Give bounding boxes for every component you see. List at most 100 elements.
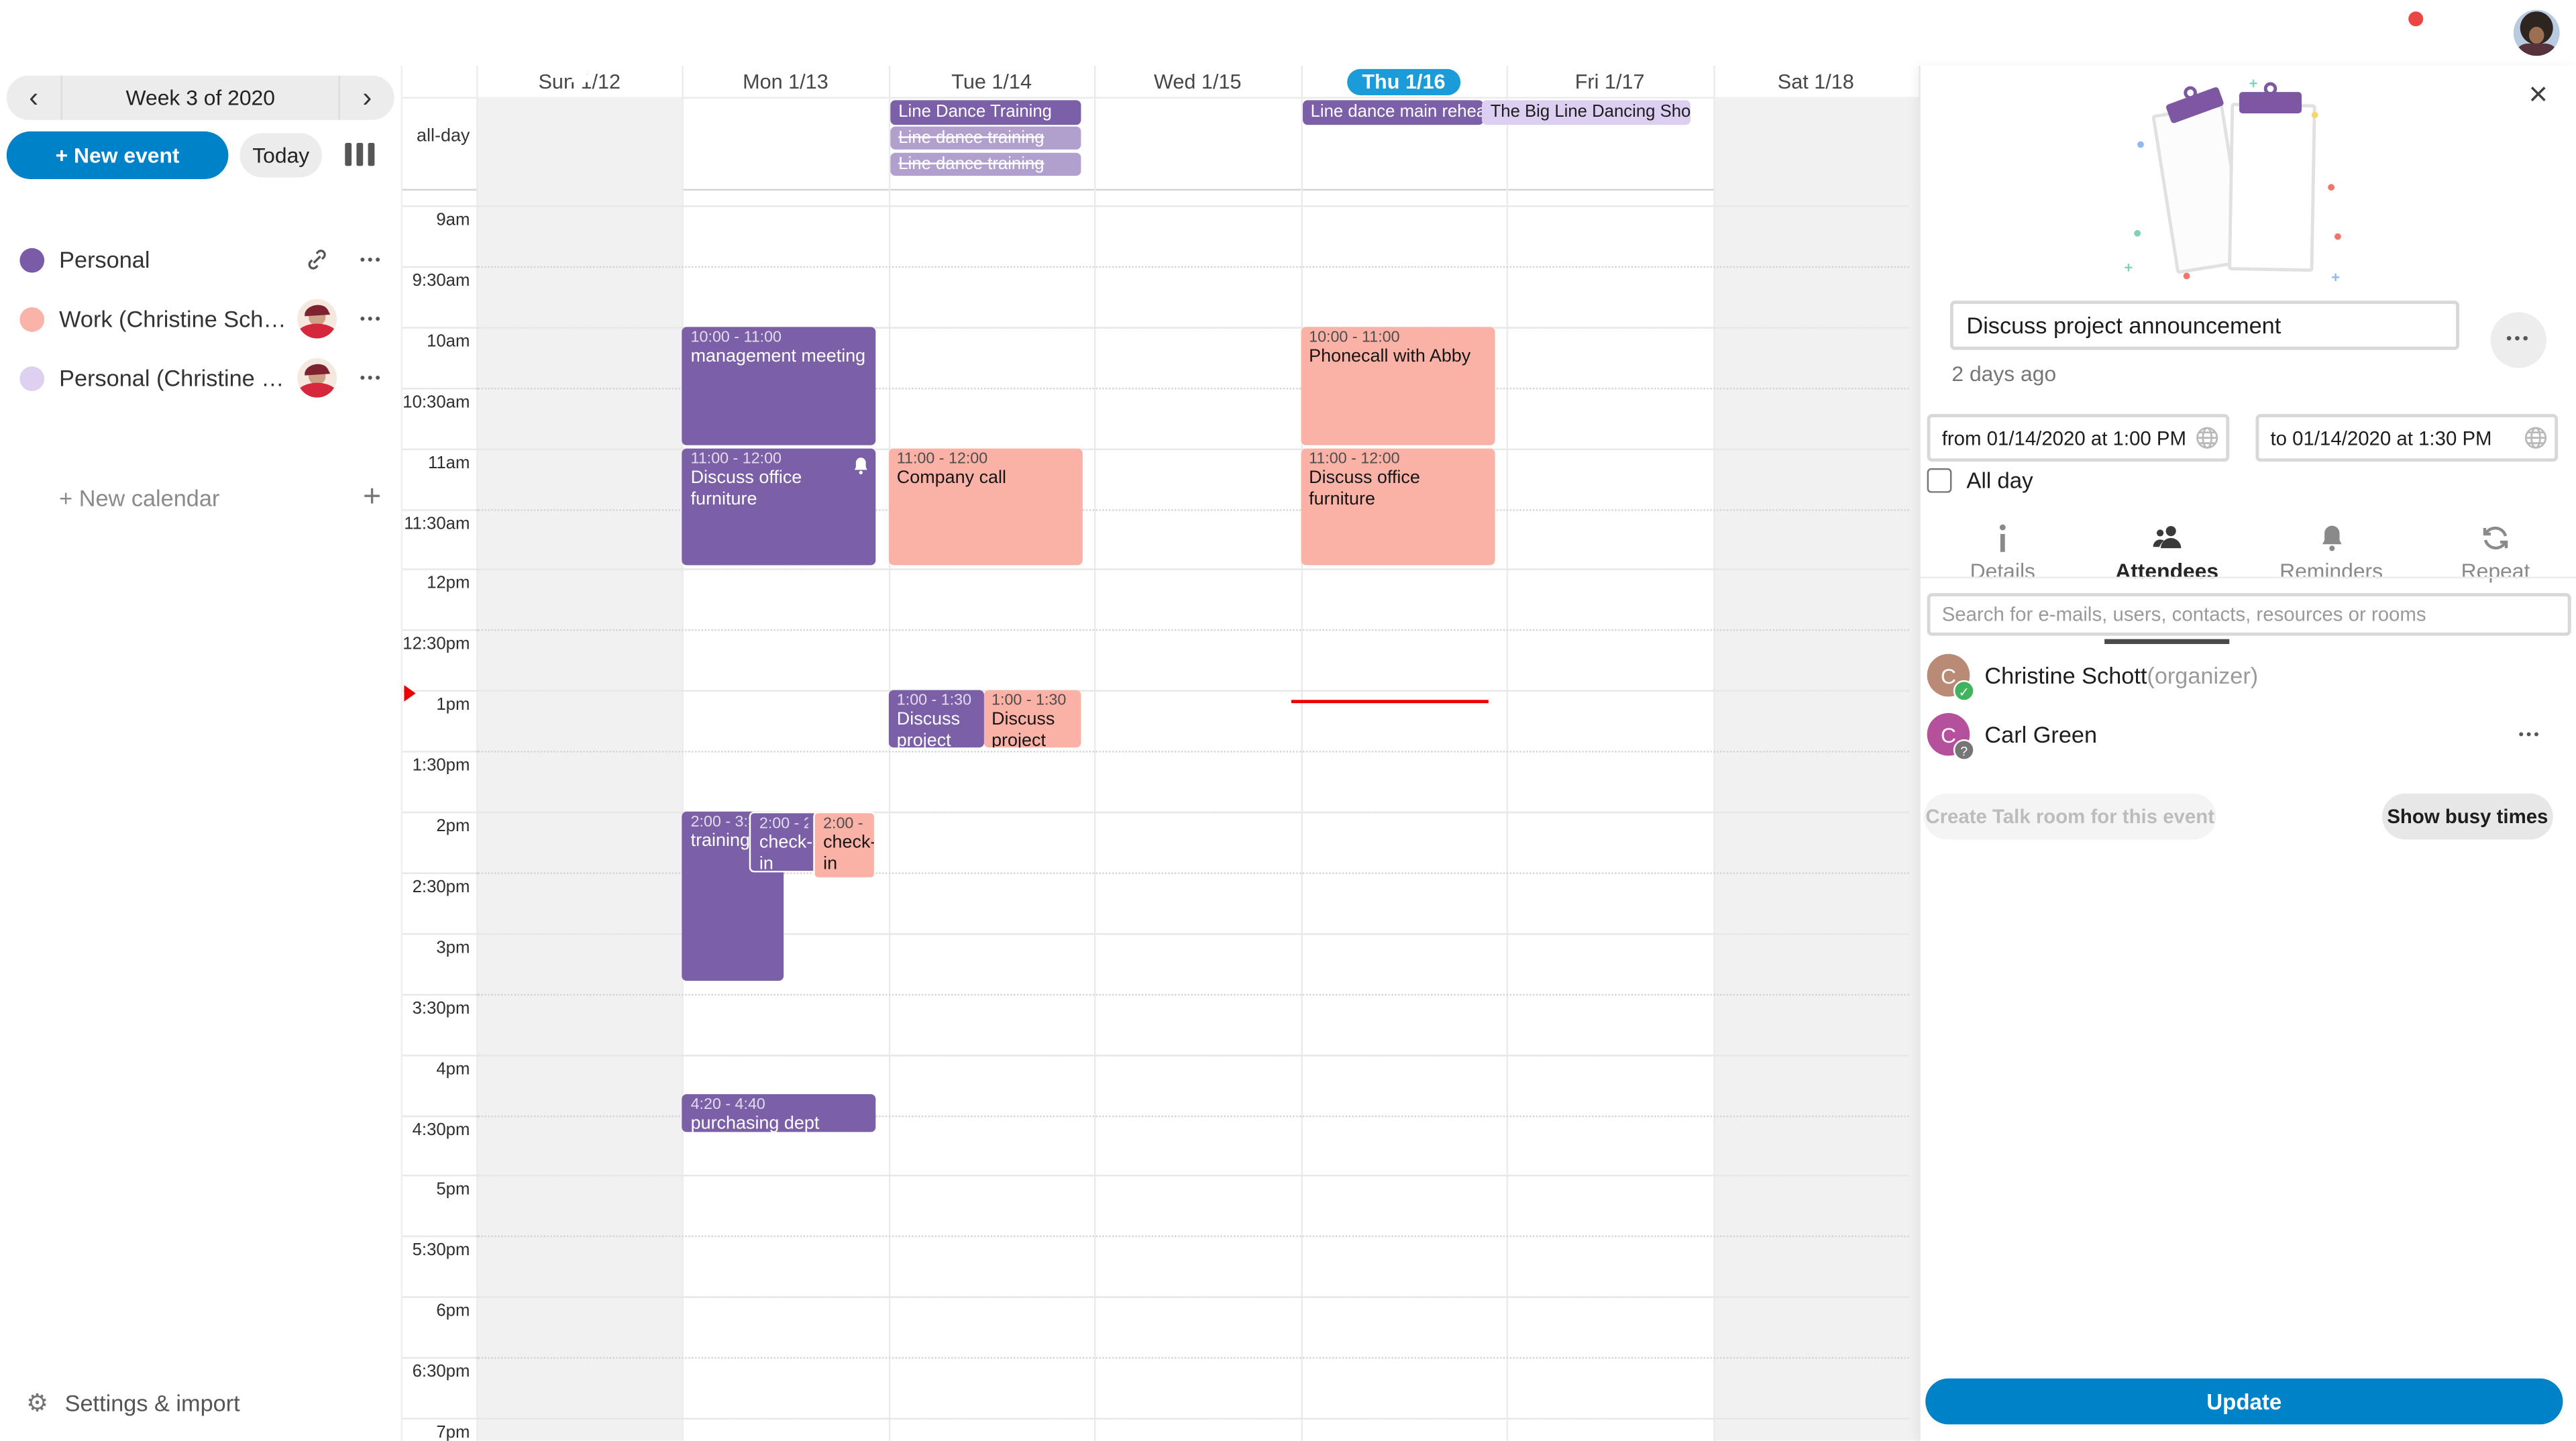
sidebar-calendar-item[interactable]: Work (Christine Schott) ••• <box>0 289 402 348</box>
event-card[interactable]: 11:00 - 12:00 Company call <box>888 447 1083 566</box>
day-header-fri[interactable]: Fri 1/17 <box>1507 66 1713 97</box>
event-card[interactable]: 10:00 - 11:00 management meeting <box>682 326 877 445</box>
end-datetime-input[interactable] <box>2255 414 2559 462</box>
close-icon[interactable]: × <box>2528 77 2548 113</box>
tab-label: Reminders <box>2279 558 2383 584</box>
day-header-tue[interactable]: Tue 1/14 <box>889 66 1095 97</box>
day-header-thu[interactable]: Thu 1/16 <box>1301 66 1507 97</box>
settings-import-button[interactable]: ⚙ Settings & import <box>0 1379 402 1428</box>
slot-line <box>476 387 1909 389</box>
tab-repeat[interactable]: Repeat <box>2414 513 2576 644</box>
calendar-actions-menu[interactable]: ••• <box>360 370 383 386</box>
contacts-icon[interactable] <box>493 16 526 49</box>
event-card[interactable]: 4:20 - 4:40 purchasing dept <box>682 1094 877 1132</box>
attendee-actions-menu[interactable]: ••• <box>2518 726 2542 743</box>
timezone-globe-icon[interactable] <box>2524 425 2548 458</box>
event-card[interactable]: 2:00 - 2:30check-in <box>813 811 877 879</box>
tab-attendees[interactable]: Attendees <box>2085 513 2249 645</box>
contacts-menu-icon[interactable] <box>2449 16 2482 49</box>
slot-line <box>476 1236 1909 1238</box>
time-label: 4:30pm <box>412 1119 470 1140</box>
week-label[interactable]: Week 3 of 2020 <box>60 75 340 120</box>
today-button[interactable]: Today <box>239 133 323 178</box>
time-label: 9am <box>436 210 470 230</box>
gutter-line <box>402 1175 477 1177</box>
slot-line <box>476 690 1909 692</box>
time-label: 12pm <box>427 574 470 594</box>
day-header-mon[interactable]: Mon 1/13 <box>682 66 888 97</box>
event-time: 10:00 - 11:00 <box>1309 328 1400 347</box>
day-header-sat[interactable]: Sat 1/18 <box>1713 66 1919 97</box>
all-day-checkbox-input[interactable] <box>1927 468 1952 493</box>
event-title-input[interactable] <box>1949 301 2460 350</box>
active-tab-underline <box>2104 639 2230 645</box>
gutter-line <box>402 751 477 753</box>
gutter-line <box>402 1357 477 1359</box>
slot-line <box>476 205 1909 207</box>
event-card[interactable]: 11:00 - 12:00 Discuss office furniture <box>1300 447 1495 566</box>
calendar-actions-menu[interactable]: ••• <box>360 310 383 327</box>
all-day-event[interactable]: Line dance main rehearsal <box>1302 100 1483 124</box>
time-label: 10am <box>427 331 470 352</box>
notifications-bell-icon[interactable] <box>2385 11 2424 49</box>
day-header-wed[interactable]: Wed 1/15 <box>1095 66 1301 97</box>
event-card[interactable]: 1:00 - 1:30 Discuss project <box>983 690 1081 748</box>
attendee-status-badge: ? <box>1953 739 1975 761</box>
nextcloud-logo[interactable] <box>21 13 97 61</box>
today-pill: Thu 1/16 <box>1347 68 1460 95</box>
calendar-icon[interactable] <box>565 16 598 83</box>
slot-line <box>476 993 1909 996</box>
column-border <box>1713 65 1715 1441</box>
activity-icon[interactable] <box>276 16 309 49</box>
tab-details[interactable]: Details <box>1921 513 2085 644</box>
tab-reminders[interactable]: Reminders <box>2249 513 2414 644</box>
gutter-line <box>402 326 477 329</box>
event-time: 2:00 - 2:30 <box>759 814 809 833</box>
event-title: Company call <box>896 467 1007 488</box>
share-link-icon[interactable] <box>297 240 337 280</box>
create-talk-room-button[interactable]: Create Talk room for this event <box>1923 793 2216 840</box>
next-week-button[interactable]: › <box>362 81 372 113</box>
previous-week-button[interactable]: ‹ <box>29 81 39 113</box>
start-datetime-input[interactable] <box>1927 414 2230 462</box>
gutter-line <box>402 508 477 511</box>
time-label: 5:30pm <box>412 1240 470 1261</box>
clipboard-illustration: + + + <box>2124 75 2341 286</box>
tab-label: Attendees <box>2115 558 2219 584</box>
week-navigation: ‹ Week 3 of 2020 › <box>6 75 394 120</box>
day-header-label: Mon 1/13 <box>743 70 828 93</box>
attendee-search-input[interactable] <box>1927 593 2571 636</box>
event-title: management meeting <box>690 346 866 366</box>
event-actions-menu[interactable]: ••• <box>2490 312 2546 368</box>
view-toggle-icon[interactable] <box>345 143 375 166</box>
all-day-event[interactable]: The Big Line Dancing Show <box>1482 100 1691 124</box>
mail-icon[interactable] <box>421 16 453 49</box>
all-day-checkbox[interactable]: All day <box>1927 468 2033 493</box>
all-day-event[interactable]: Line dance training <box>890 126 1081 150</box>
calendar-actions-menu[interactable]: ••• <box>360 251 383 268</box>
show-busy-times-button[interactable]: Show busy times <box>2382 793 2553 840</box>
all-day-event[interactable]: Line Dance Training <box>890 100 1081 124</box>
update-button[interactable]: Update <box>1925 1378 2563 1425</box>
timezone-globe-icon[interactable] <box>2195 425 2220 458</box>
event-card[interactable]: 2:00 - 2:30check-in <box>749 811 819 873</box>
event-card[interactable]: 10:00 - 11:00 Phonecall with Abby <box>1300 326 1495 445</box>
sidebar-calendar-item[interactable]: Personal (Christine Schott) ••• <box>0 348 402 407</box>
plus-icon: + <box>362 480 382 515</box>
talk-icon[interactable] <box>348 16 381 49</box>
calendar-color-dot <box>19 306 45 331</box>
sidebar-calendar-item[interactable]: Personal ••• <box>0 230 402 289</box>
user-avatar[interactable] <box>2513 9 2560 56</box>
all-day-event[interactable]: Line dance training <box>890 152 1081 176</box>
gutter-line <box>402 205 477 207</box>
new-event-button[interactable]: + New event <box>6 131 229 179</box>
photos-icon[interactable] <box>204 16 237 49</box>
gutter-line <box>402 872 477 874</box>
event-card[interactable]: 11:00 - 12:00 Discuss office furniture <box>682 447 877 566</box>
gutter-line <box>402 1296 477 1299</box>
gutter-line <box>402 387 477 389</box>
event-time: 4:20 - 4:40 <box>690 1096 765 1114</box>
files-icon[interactable] <box>131 16 164 49</box>
new-calendar-button[interactable]: + New calendar + <box>0 473 402 522</box>
